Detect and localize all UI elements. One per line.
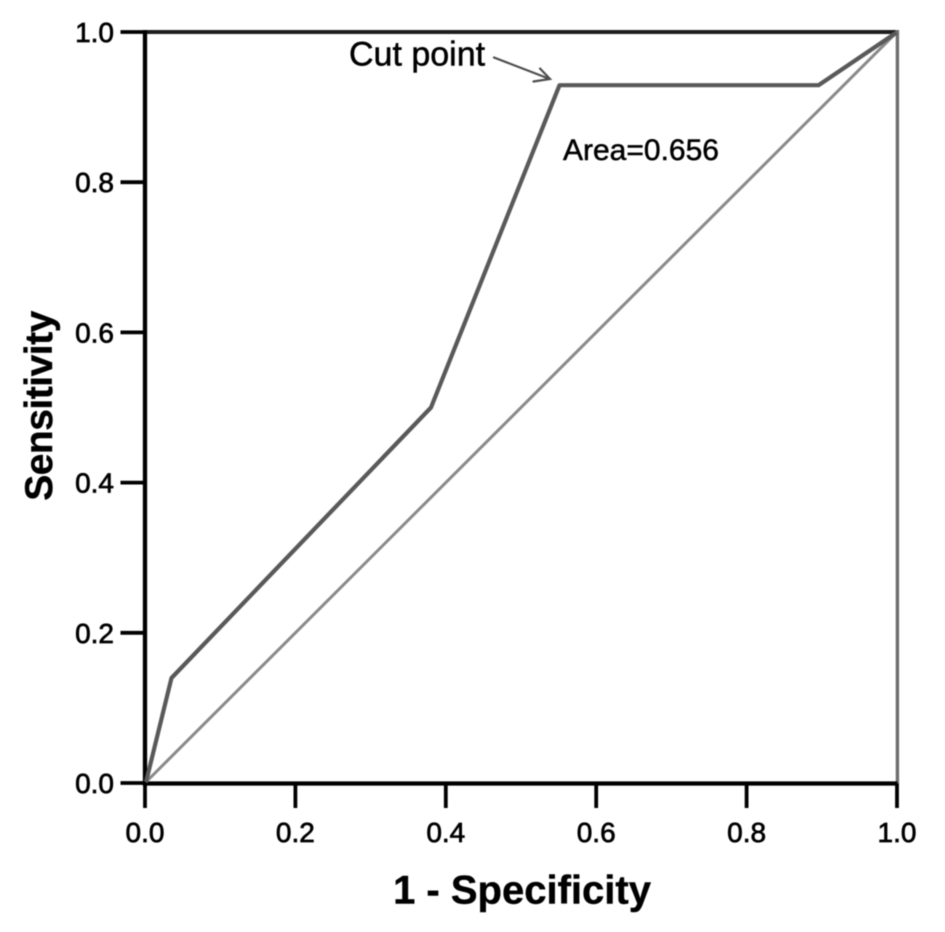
svg-text:1.0: 1.0 bbox=[75, 17, 114, 48]
svg-text:0.8: 0.8 bbox=[727, 817, 766, 848]
svg-text:Area=0.656: Area=0.656 bbox=[563, 134, 719, 167]
svg-text:0.8: 0.8 bbox=[75, 167, 114, 198]
svg-text:1.0: 1.0 bbox=[878, 817, 917, 848]
svg-text:0.6: 0.6 bbox=[577, 817, 616, 848]
svg-text:Cut point: Cut point bbox=[349, 36, 486, 74]
svg-text:0.0: 0.0 bbox=[75, 768, 114, 799]
svg-text:0.0: 0.0 bbox=[126, 817, 165, 848]
svg-text:0.4: 0.4 bbox=[426, 817, 465, 848]
svg-text:0.2: 0.2 bbox=[75, 618, 114, 649]
svg-text:1 - Specificity: 1 - Specificity bbox=[393, 869, 652, 913]
svg-text:0.6: 0.6 bbox=[75, 317, 114, 348]
svg-text:0.2: 0.2 bbox=[276, 817, 315, 848]
svg-text:0.4: 0.4 bbox=[75, 468, 114, 499]
svg-text:Sensitivity: Sensitivity bbox=[18, 310, 61, 500]
